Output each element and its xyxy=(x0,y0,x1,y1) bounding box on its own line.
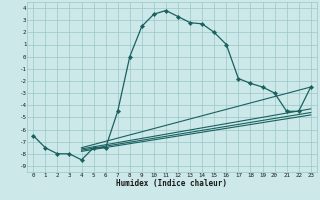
X-axis label: Humidex (Indice chaleur): Humidex (Indice chaleur) xyxy=(116,179,228,188)
